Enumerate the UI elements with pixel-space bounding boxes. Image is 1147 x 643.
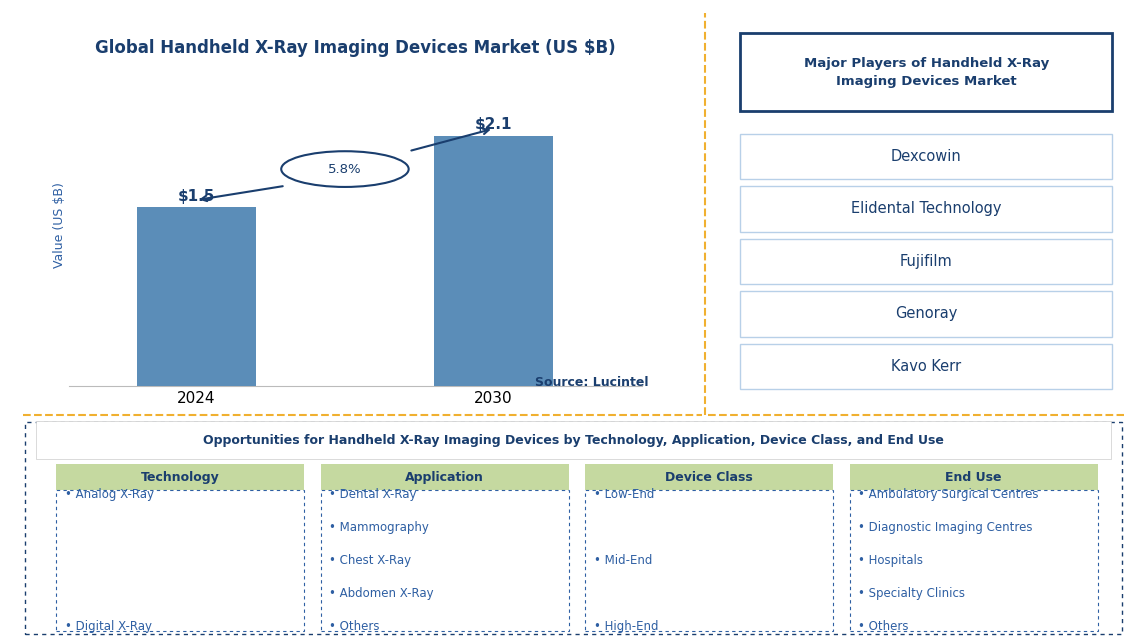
Text: • Analog X-Ray: • Analog X-Ray	[64, 488, 154, 501]
Text: • Chest X-Ray: • Chest X-Ray	[329, 554, 412, 567]
FancyBboxPatch shape	[320, 490, 569, 631]
Text: • Hospitals: • Hospitals	[858, 554, 923, 567]
Text: • Low-End: • Low-End	[594, 488, 654, 501]
Text: • Diagnostic Imaging Centres: • Diagnostic Imaging Centres	[858, 521, 1033, 534]
Text: Major Players of Handheld X-Ray
Imaging Devices Market: Major Players of Handheld X-Ray Imaging …	[804, 57, 1048, 87]
Text: • Abdomen X-Ray: • Abdomen X-Ray	[329, 587, 434, 601]
Text: • Others: • Others	[858, 620, 908, 633]
FancyBboxPatch shape	[56, 490, 304, 631]
Text: Application: Application	[405, 471, 484, 484]
Text: • Specialty Clinics: • Specialty Clinics	[858, 587, 966, 601]
Text: Source: Lucintel: Source: Lucintel	[535, 376, 648, 389]
FancyBboxPatch shape	[740, 33, 1113, 111]
Text: Device Class: Device Class	[665, 471, 752, 484]
Text: Fujifilm: Fujifilm	[900, 254, 952, 269]
Text: End Use: End Use	[945, 471, 1001, 484]
Y-axis label: Value (US $B): Value (US $B)	[53, 182, 67, 268]
FancyBboxPatch shape	[585, 464, 833, 490]
FancyBboxPatch shape	[37, 421, 1110, 459]
Text: 5.8%: 5.8%	[328, 163, 361, 176]
Text: Dexcowin: Dexcowin	[891, 149, 961, 164]
FancyBboxPatch shape	[850, 490, 1098, 631]
Text: • Digital X-Ray: • Digital X-Ray	[64, 620, 151, 633]
Bar	[435, 136, 553, 386]
Text: • Dental X-Ray: • Dental X-Ray	[329, 488, 416, 501]
FancyBboxPatch shape	[740, 239, 1113, 284]
FancyBboxPatch shape	[320, 464, 569, 490]
Text: • Others: • Others	[329, 620, 380, 633]
Text: Technology: Technology	[141, 471, 219, 484]
Text: • Mid-End: • Mid-End	[594, 554, 653, 567]
Text: Genoray: Genoray	[895, 307, 958, 322]
FancyBboxPatch shape	[740, 343, 1113, 389]
Text: Kavo Kerr: Kavo Kerr	[891, 359, 961, 374]
Text: $1.5: $1.5	[178, 188, 214, 204]
FancyBboxPatch shape	[585, 490, 833, 631]
FancyBboxPatch shape	[740, 186, 1113, 231]
Text: Opportunities for Handheld X-Ray Imaging Devices by Technology, Application, Dev: Opportunities for Handheld X-Ray Imaging…	[203, 433, 944, 446]
Bar	[136, 207, 256, 386]
FancyBboxPatch shape	[740, 291, 1113, 337]
Text: $2.1: $2.1	[475, 117, 513, 132]
FancyBboxPatch shape	[740, 134, 1113, 179]
Title: Global Handheld X-Ray Imaging Devices Market (US $B): Global Handheld X-Ray Imaging Devices Ma…	[95, 39, 616, 57]
Text: Elidental Technology: Elidental Technology	[851, 201, 1001, 217]
Text: • High-End: • High-End	[594, 620, 658, 633]
Text: • Ambulatory Surgical Centres: • Ambulatory Surgical Centres	[858, 488, 1039, 501]
FancyBboxPatch shape	[25, 422, 1122, 635]
FancyBboxPatch shape	[56, 464, 304, 490]
Text: • Mammography: • Mammography	[329, 521, 429, 534]
FancyBboxPatch shape	[850, 464, 1098, 490]
